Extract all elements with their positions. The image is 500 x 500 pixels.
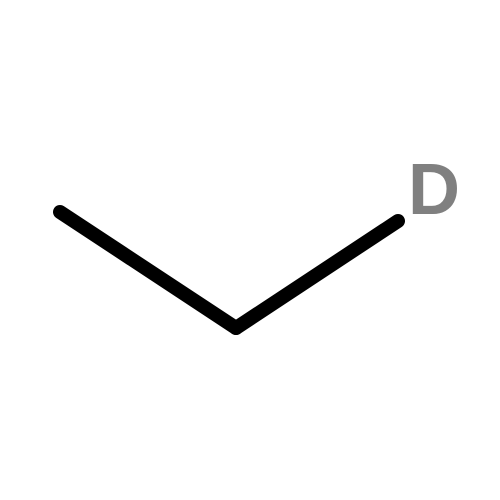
bond-bond-1 [60, 212, 236, 328]
bond-layer [0, 0, 500, 500]
chemical-structure-diagram: D [0, 0, 500, 500]
atom-label-atom-d: D [408, 149, 460, 231]
bond-bond-2 [236, 221, 398, 328]
